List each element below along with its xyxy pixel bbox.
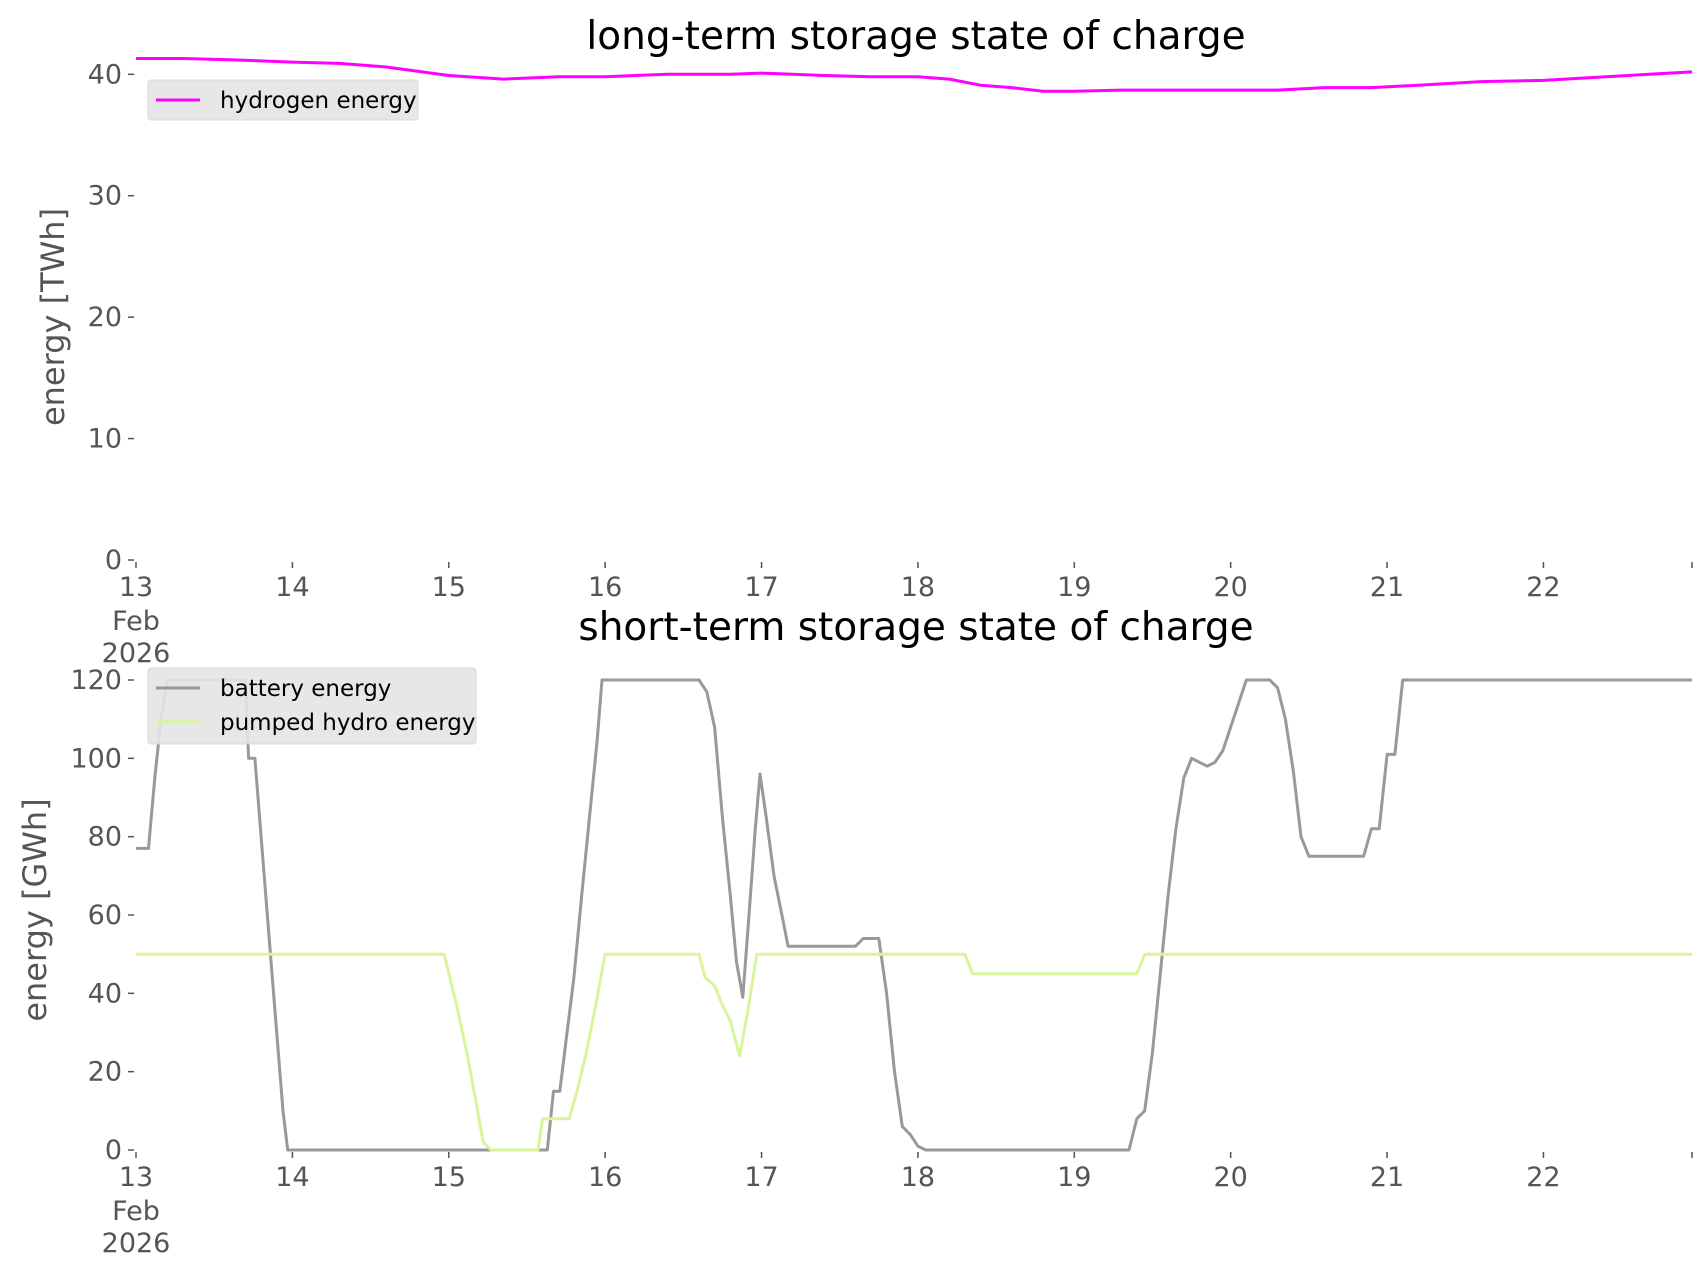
y-tick-label: 30 (88, 181, 122, 212)
legend: hydrogen energy (147, 79, 419, 121)
x-tick-label: 13 (119, 1162, 153, 1193)
x-tick-label: 17 (744, 572, 778, 603)
y-tick-label: 0 (105, 1135, 122, 1166)
y-tick-label: 120 (70, 665, 122, 696)
x-tick-label: 18 (901, 572, 935, 603)
y-tick-label: 20 (88, 1057, 122, 1088)
x-tick-label: 20 (1213, 572, 1247, 603)
x-tick-label: 15 (432, 572, 466, 603)
x-tick-sublabel: Feb (112, 606, 160, 637)
series-lines (136, 678, 1692, 1152)
x-tick-label: 21 (1370, 1162, 1404, 1193)
x-tick-sublabel: Feb (112, 1196, 160, 1227)
y-tick-label: 100 (70, 743, 122, 774)
x-tick-label: 14 (275, 572, 309, 603)
x-tick-label: 22 (1526, 1162, 1560, 1193)
legend-box (147, 667, 477, 745)
x-tick-label: 16 (588, 572, 622, 603)
x-tick-label: 19 (1057, 572, 1091, 603)
x-tick-label: 16 (588, 1162, 622, 1193)
y-tick-label: 80 (88, 822, 122, 853)
x-tick-label: 20 (1213, 1162, 1247, 1193)
chart-title: long-term storage state of charge (586, 14, 1245, 59)
x-tick-label: 17 (744, 1162, 778, 1193)
y-axis-label: energy [GWh] (16, 798, 54, 1021)
x-tick-sublabel: 2026 (102, 1228, 171, 1259)
y-tick-label: 60 (88, 900, 122, 931)
x-tick-label: 13 (119, 572, 153, 603)
legend-label: battery energy (220, 676, 391, 702)
x-tick-label: 18 (901, 1162, 935, 1193)
y-tick-label: 0 (105, 545, 122, 576)
legend-label: hydrogen energy (220, 88, 417, 114)
long-term-storage-panel: long-term storage state of charge energy… (34, 14, 1693, 669)
legend-label: pumped hydro energy (220, 710, 476, 736)
x-tick-label: 19 (1057, 1162, 1091, 1193)
legend: battery energy pumped hydro energy (147, 667, 477, 745)
x-tick-label: 15 (432, 1162, 466, 1193)
series-lines (136, 57, 1693, 93)
y-axis-label: energy [TWh] (34, 208, 72, 426)
x-tick-label: 22 (1526, 572, 1560, 603)
short-term-storage-panel: short-term storage state of charge energ… (16, 605, 1693, 1259)
series-line (136, 952, 1692, 1152)
y-tick-label: 10 (88, 424, 122, 455)
x-tick-label: 21 (1370, 572, 1404, 603)
series-line (136, 57, 1693, 93)
y-tick-label: 20 (88, 302, 122, 333)
y-tick-label: 40 (88, 978, 122, 1009)
y-tick-label: 40 (88, 59, 122, 90)
series-line (136, 678, 1692, 1152)
x-tick-label: 14 (275, 1162, 309, 1193)
x-tick-sublabel: 2026 (102, 638, 171, 669)
chart-title: short-term storage state of charge (578, 605, 1253, 650)
legend-box (147, 79, 419, 121)
